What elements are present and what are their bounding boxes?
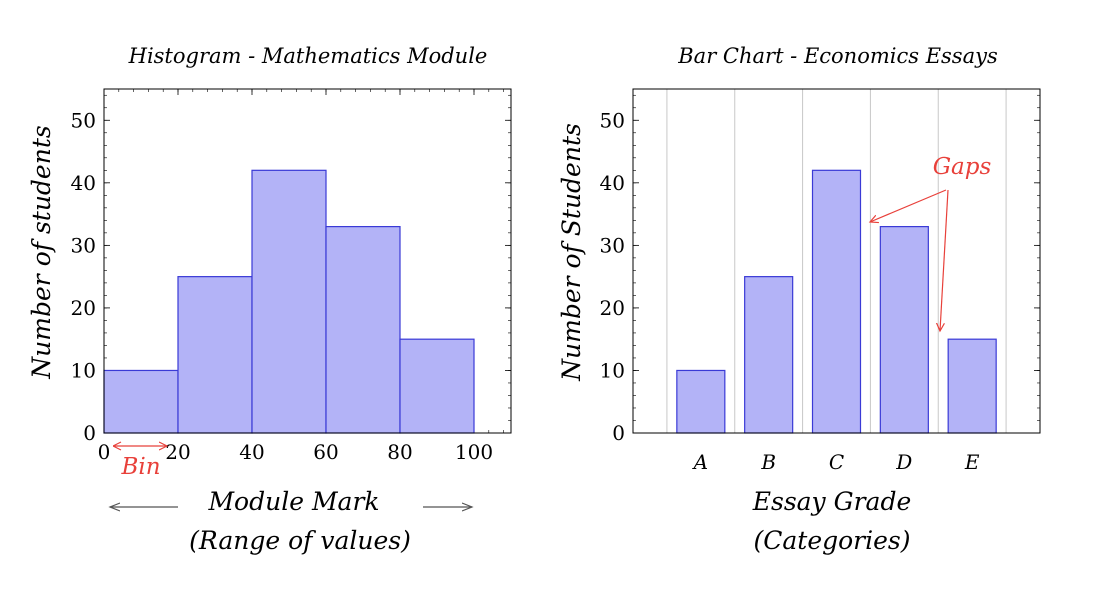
category-label: B (760, 450, 776, 474)
histogram-y-axis-label: Number of students (27, 125, 56, 379)
histogram-x-tick-labels: 0 20 40 60 80 100 (98, 440, 493, 464)
bar-e (947, 338, 997, 434)
histogram-bar (325, 226, 401, 434)
histogram-x-axis-sublabel: (Range of values) (189, 526, 411, 555)
bar-chart-x-axis-label: Essay Grade (752, 487, 912, 516)
histogram-bar (399, 338, 475, 434)
x-tick-label: 60 (313, 440, 338, 464)
bar-b (744, 276, 794, 434)
y-tick-label: 20 (71, 296, 96, 320)
gap-arrow-icon (940, 189, 949, 331)
y-tick-label: 30 (71, 233, 96, 257)
y-tick-label: 40 (600, 171, 625, 195)
histogram-frame (103, 88, 512, 434)
category-label: C (829, 450, 844, 474)
category-label: A (692, 450, 708, 474)
histogram-chart: Histogram - Mathematics Module 0 10 20 30 40… (27, 44, 512, 555)
gap-arrow-icon (870, 189, 947, 222)
bar-c (811, 169, 862, 434)
x-tick-label: 80 (387, 440, 412, 464)
bar-chart: Bar Chart - Economics Essays 0 10 20 30 40 50… (557, 44, 1041, 555)
y-tick-label: 50 (600, 108, 625, 132)
histogram-x-axis-label: Module Mark (207, 487, 379, 516)
bar-chart-bars (676, 169, 997, 434)
histogram-bar (251, 169, 327, 434)
bar-chart-x-axis-sublabel: (Categories) (753, 526, 910, 555)
y-tick-label: 0 (612, 421, 625, 445)
category-label: E (964, 450, 980, 474)
bar-a (676, 369, 726, 434)
y-tick-label: 50 (71, 108, 96, 132)
gaps-annotation: Gaps (933, 154, 992, 180)
x-tick-label: 20 (165, 440, 190, 464)
bar-chart-y-axis-label: Number of Students (557, 123, 586, 382)
y-tick-label: 40 (71, 171, 96, 195)
bar-chart-frame (632, 88, 1041, 434)
y-tick-label: 20 (600, 296, 625, 320)
y-tick-label: 30 (600, 233, 625, 257)
bar-chart-y-tick-labels: 0 10 20 30 40 50 (600, 108, 625, 445)
histogram-title: Histogram - Mathematics Module (128, 44, 488, 68)
bar-chart-category-labels: A B C D E (692, 450, 980, 474)
x-tick-label: 0 (98, 440, 111, 464)
bin-annotation: Bin (120, 454, 160, 480)
bar-chart-grid (633, 89, 1040, 434)
y-tick-label: 0 (83, 421, 96, 445)
y-tick-label: 10 (71, 358, 96, 382)
histogram-bar (103, 369, 179, 434)
bar-d (879, 226, 929, 434)
x-tick-label: 100 (455, 440, 493, 464)
bar-chart-title: Bar Chart - Economics Essays (677, 44, 998, 68)
histogram-bars (103, 169, 475, 434)
category-label: D (895, 450, 912, 474)
y-tick-label: 10 (600, 358, 625, 382)
histogram-y-tick-labels: 0 10 20 30 40 50 (71, 108, 96, 445)
x-tick-label: 40 (239, 440, 264, 464)
histogram-bar (177, 276, 253, 434)
